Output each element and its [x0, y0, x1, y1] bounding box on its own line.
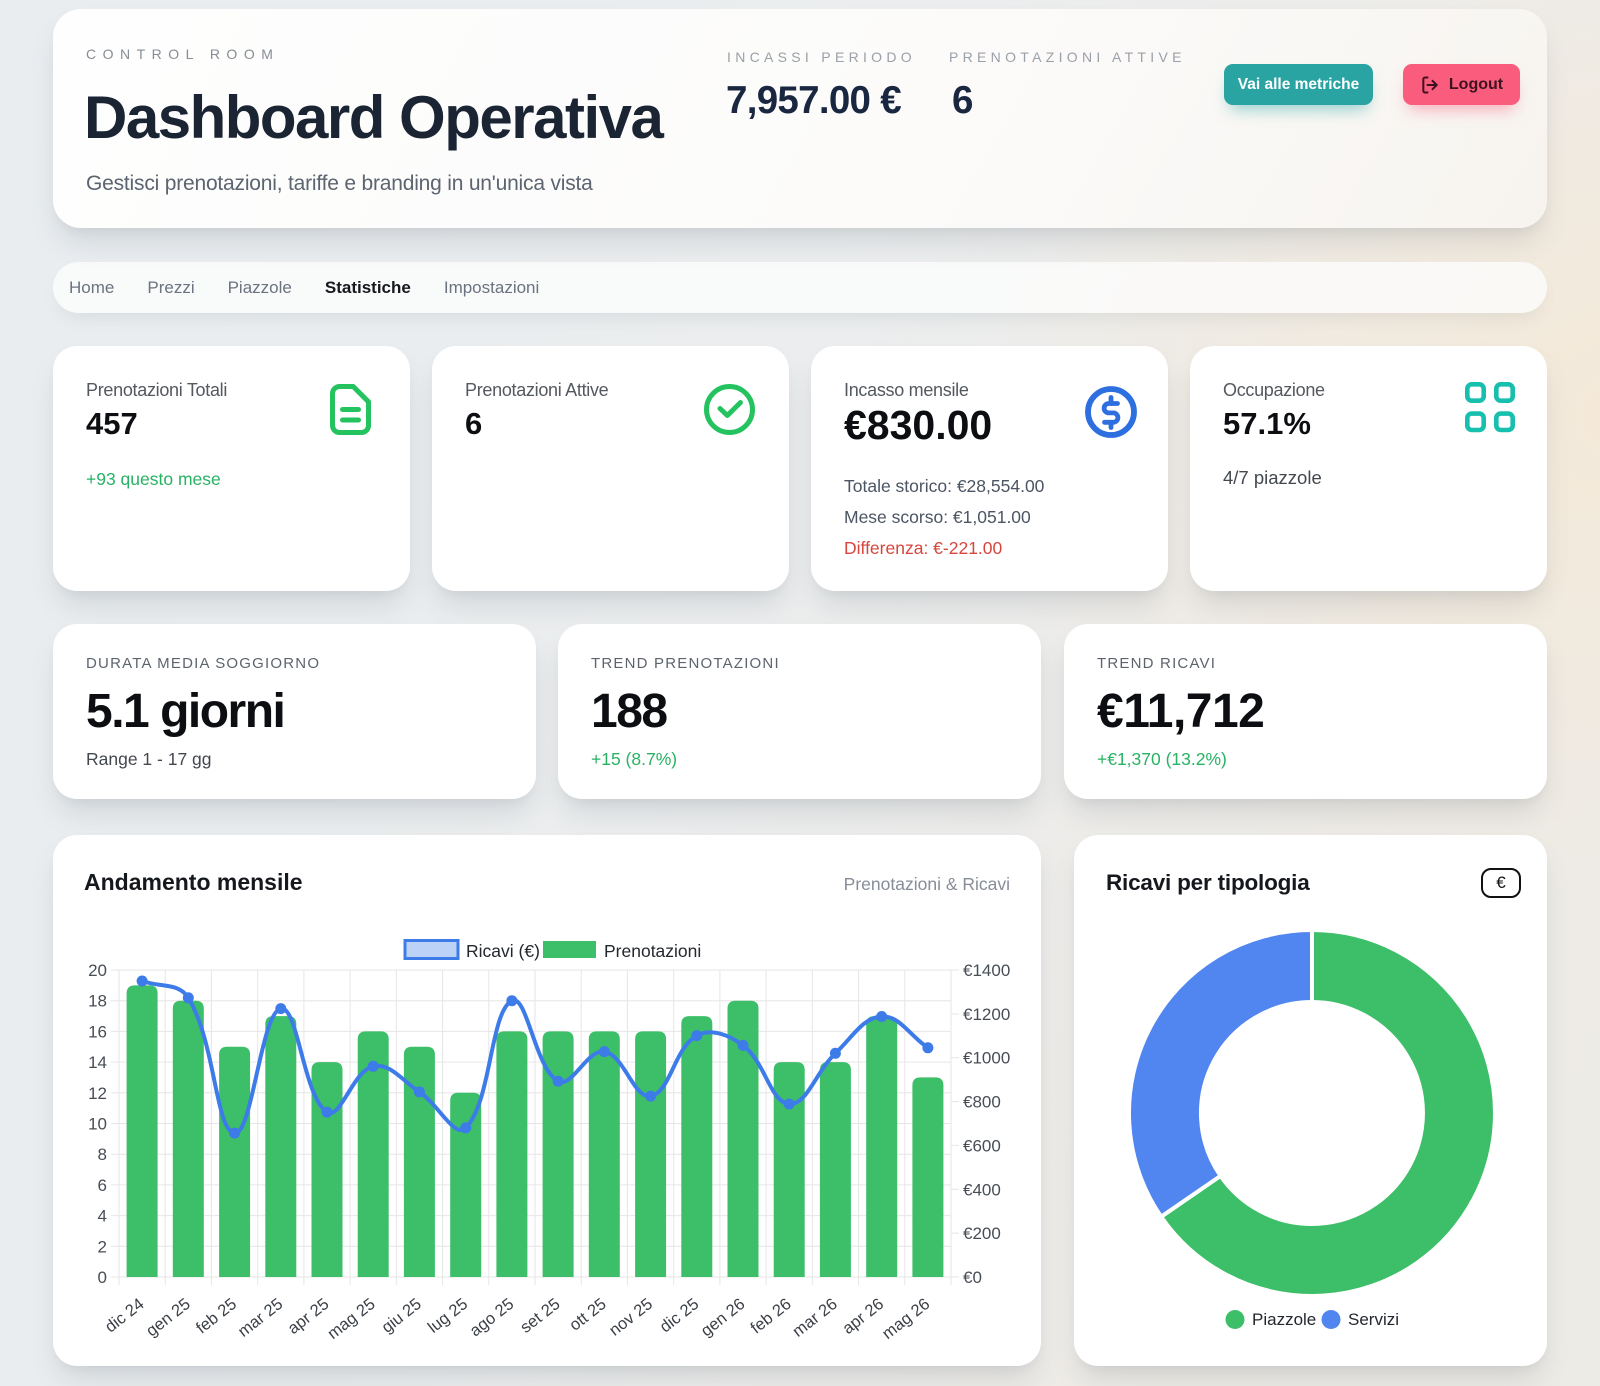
svg-text:nov 25: nov 25	[606, 1295, 656, 1340]
svg-text:Prenotazioni: Prenotazioni	[604, 941, 701, 961]
svg-text:ott 25: ott 25	[566, 1295, 610, 1335]
svg-text:Piazzole: Piazzole	[1252, 1310, 1316, 1329]
svg-text:feb 26: feb 26	[747, 1295, 794, 1337]
svg-text:gen 25: gen 25	[143, 1295, 194, 1340]
svg-text:18: 18	[88, 992, 107, 1011]
svg-text:€1400: €1400	[963, 961, 1010, 980]
svg-text:€0: €0	[963, 1268, 982, 1287]
svg-text:mag 25: mag 25	[324, 1295, 378, 1343]
svg-text:2: 2	[98, 1237, 107, 1256]
svg-text:dic 24: dic 24	[102, 1295, 148, 1336]
svg-text:14: 14	[88, 1053, 107, 1072]
svg-text:6: 6	[98, 1176, 107, 1195]
svg-text:4: 4	[98, 1207, 107, 1226]
svg-text:giu 25: giu 25	[378, 1295, 425, 1337]
svg-text:8: 8	[98, 1145, 107, 1164]
svg-text:20: 20	[88, 961, 107, 980]
svg-text:mar 25: mar 25	[235, 1295, 287, 1341]
svg-text:12: 12	[88, 1084, 107, 1103]
svg-text:mag 26: mag 26	[879, 1295, 933, 1343]
svg-text:Servizi: Servizi	[1348, 1310, 1399, 1329]
svg-text:feb 25: feb 25	[193, 1295, 240, 1337]
svg-text:€1200: €1200	[963, 1005, 1010, 1024]
svg-text:ago 25: ago 25	[467, 1295, 518, 1340]
svg-text:lug 25: lug 25	[425, 1295, 472, 1337]
svg-text:€400: €400	[963, 1180, 1001, 1199]
svg-text:dic 25: dic 25	[656, 1295, 702, 1336]
svg-text:set 25: set 25	[517, 1295, 564, 1337]
svg-text:Ricavi (€): Ricavi (€)	[466, 941, 540, 961]
svg-text:€600: €600	[963, 1136, 1001, 1155]
svg-text:mar 26: mar 26	[789, 1295, 841, 1341]
svg-text:0: 0	[98, 1268, 107, 1287]
svg-text:gen 26: gen 26	[698, 1295, 749, 1340]
svg-text:€800: €800	[963, 1093, 1001, 1112]
svg-text:16: 16	[88, 1022, 107, 1041]
svg-text:€200: €200	[963, 1224, 1001, 1243]
svg-text:€1000: €1000	[963, 1049, 1010, 1068]
svg-text:10: 10	[88, 1115, 107, 1134]
